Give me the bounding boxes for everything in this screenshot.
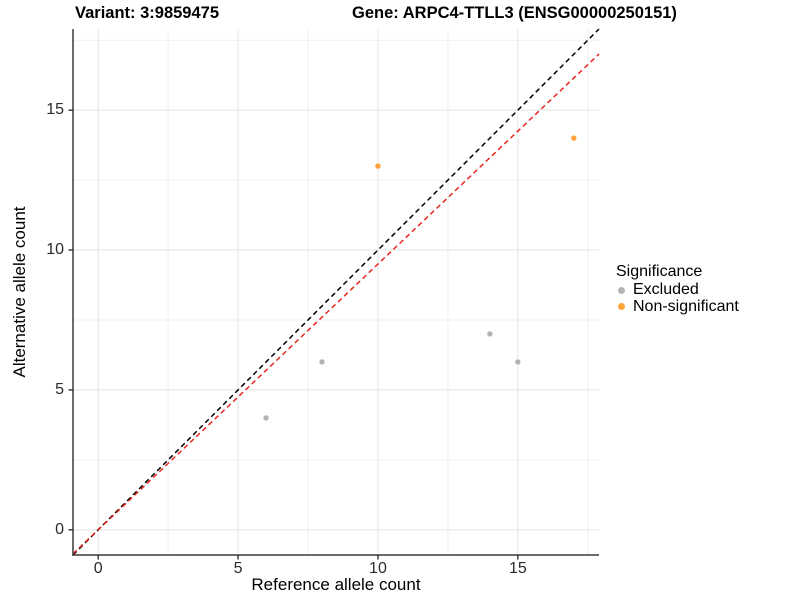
gene-title: Gene: ARPC4-TTLL3 (ENSG00000250151)	[352, 4, 677, 22]
x-tick-label: 10	[369, 560, 387, 577]
legend-dot-icon	[618, 286, 625, 294]
x-axis-title: Reference allele count	[251, 575, 421, 594]
expected-ratio-line	[72, 53, 600, 555]
identity-line	[72, 28, 600, 556]
y-tick-label: 0	[55, 520, 64, 538]
legend-item-label: Excluded	[633, 281, 699, 299]
point-excluded	[319, 359, 325, 365]
legend-item-label: Non-significant	[633, 297, 739, 315]
y-axis-title: Alternative allele count	[10, 206, 29, 378]
y-tick-label: 10	[46, 241, 64, 259]
x-tick-label: 15	[508, 560, 527, 577]
x-tick-label: 5	[233, 560, 243, 577]
point-excluded	[263, 415, 269, 421]
point-excluded	[515, 359, 521, 365]
y-tick-label: 5	[55, 380, 64, 398]
point-non-significant	[375, 163, 381, 169]
legend: Significance Excluded Non-significant	[616, 263, 739, 315]
variant-title: Variant: 3:9859475	[75, 4, 220, 22]
legend-dot-icon	[618, 303, 625, 311]
legend-title: Significance	[616, 263, 703, 280]
y-tick-label: 15	[46, 101, 64, 119]
point-non-significant	[571, 135, 577, 141]
legend-item-excluded: Excluded	[616, 281, 739, 299]
x-tick-label: 0	[93, 560, 103, 577]
point-excluded	[487, 331, 493, 337]
legend-item-non-significant: Non-significant	[616, 297, 739, 316]
